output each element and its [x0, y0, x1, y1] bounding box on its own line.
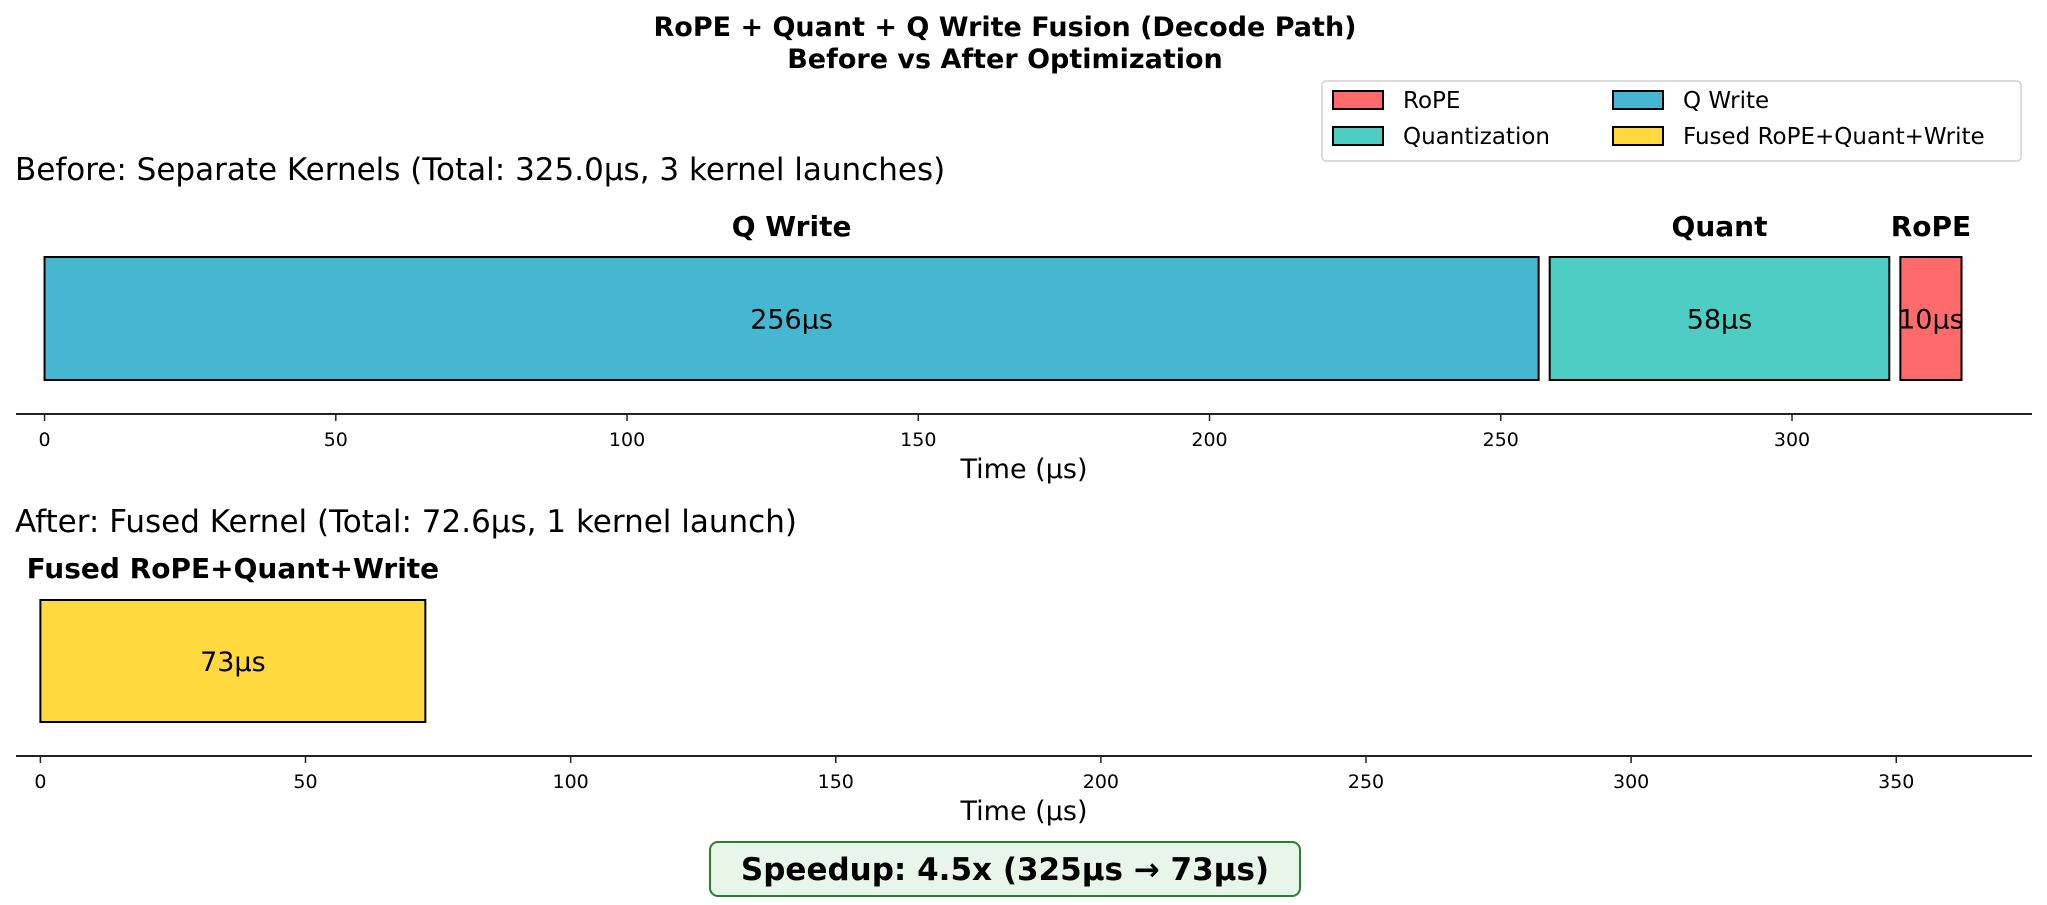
bar-value-label: 58µs	[1687, 305, 1753, 336]
chart-subtitle: Before vs After Optimization	[787, 44, 1223, 75]
x-tick-label: 150	[818, 771, 854, 793]
legend: RoPE Quantization Q Write Fused RoPE+Quant+…	[1321, 80, 2022, 162]
bar-quantization	[1548, 256, 1891, 381]
legend-swatch	[1612, 126, 1664, 146]
bar-label: Quant	[1672, 210, 1768, 243]
x-tick-label: 300	[1613, 771, 1649, 793]
speedup-box	[709, 841, 1301, 897]
x-tick-label: 100	[609, 429, 645, 451]
bar-value-label: 256µs	[750, 305, 833, 336]
x-tick-label: 50	[293, 771, 317, 793]
x-tick-label: 50	[324, 429, 348, 451]
x-tick-label: 300	[1774, 429, 1810, 451]
legend-label: Quantization	[1403, 124, 1550, 150]
x-axis-label: Time (µs)	[960, 454, 1088, 485]
x-tick-label: 250	[1483, 429, 1519, 451]
x-tick-label: 100	[553, 771, 589, 793]
x-tick-label: 200	[1083, 771, 1119, 793]
x-tick-label: 0	[34, 771, 46, 793]
before-panel: Before: Separate Kernels (Total: 325.0µs…	[15, 152, 2032, 485]
speedup-annotation: Speedup: 4.5x (325µs → 73µs)	[709, 841, 1301, 897]
bar-q-write	[43, 256, 1540, 381]
legend-frame	[1321, 80, 2022, 162]
x-axis-label: Time (µs)	[960, 796, 1088, 827]
legend-label: RoPE	[1403, 88, 1460, 114]
bar-label: Q Write	[732, 210, 852, 243]
after-panel: After: Fused Kernel (Total: 72.6µs, 1 ke…	[15, 504, 2032, 827]
panel-title: Before: Separate Kernels (Total: 325.0µs…	[15, 152, 945, 188]
legend-swatch	[1612, 90, 1664, 110]
legend-swatch	[1332, 90, 1384, 110]
bar-rope	[1899, 256, 1963, 381]
bar-fused-rope-quant-write	[39, 599, 427, 723]
x-tick-label: 350	[1878, 771, 1914, 793]
x-tick-label: 200	[1191, 429, 1227, 451]
legend-label: Fused RoPE+Quant+Write	[1683, 124, 1985, 150]
panel-title: After: Fused Kernel (Total: 72.6µs, 1 ke…	[15, 504, 797, 540]
legend-label: Q Write	[1683, 88, 1769, 114]
x-tick-label: 0	[38, 429, 50, 451]
chart-title: RoPE + Quant + Q Write Fusion (Decode Pa…	[653, 12, 1356, 43]
bar-label: Fused RoPE+Quant+Write	[27, 552, 440, 585]
x-tick-label: 250	[1348, 771, 1384, 793]
bar-value-label: 73µs	[200, 647, 266, 678]
speedup-text: Speedup: 4.5x (325µs → 73µs)	[741, 852, 1269, 888]
x-tick-label: 150	[900, 429, 936, 451]
bar-label: RoPE	[1891, 210, 1971, 243]
legend-swatch	[1332, 126, 1384, 146]
bar-value-label: 10µs	[1898, 305, 1964, 336]
